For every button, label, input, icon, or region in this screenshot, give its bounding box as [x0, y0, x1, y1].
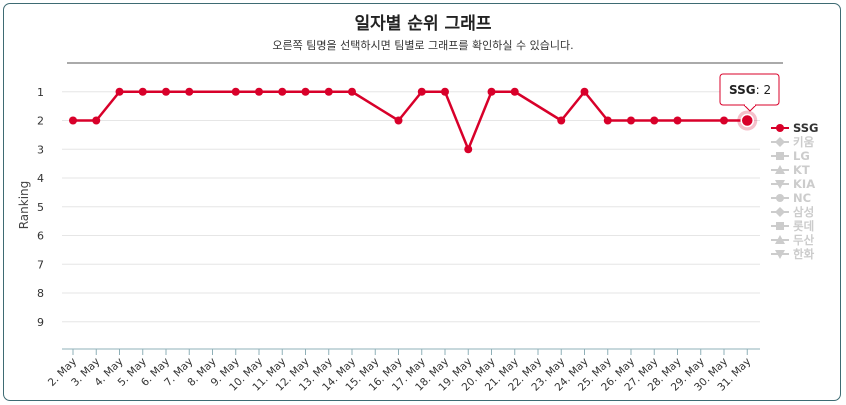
svg-text:SSG: 2: SSG: 2 — [729, 83, 771, 97]
legend-label[interactable]: 롯데 — [793, 219, 814, 233]
y-axis: 1 2 3 4 5 6 7 8 9 — [37, 86, 44, 329]
legend-marker — [775, 207, 785, 217]
tooltip-series: SSG — [729, 83, 756, 97]
data-point[interactable] — [627, 116, 635, 125]
data-point[interactable] — [278, 87, 287, 96]
data-point[interactable] — [162, 87, 170, 96]
data-point[interactable] — [231, 87, 240, 96]
data-point[interactable] — [650, 116, 659, 125]
data-point[interactable] — [673, 116, 682, 125]
legend-label[interactable]: 두산 — [793, 233, 815, 247]
legend-item-한화[interactable]: 한화 — [771, 247, 815, 261]
legend-item-ssg[interactable]: SSG — [771, 121, 819, 135]
y-tick-label: 9 — [37, 316, 44, 329]
data-point[interactable] — [301, 87, 310, 96]
data-point[interactable] — [557, 116, 566, 125]
data-point[interactable] — [255, 87, 263, 96]
legend-marker — [776, 124, 784, 132]
legend-item-kt[interactable]: KT — [771, 163, 810, 177]
legend-marker — [776, 152, 784, 160]
legend-label[interactable]: 키움 — [793, 135, 815, 149]
tooltip: SSG: 2 — [719, 73, 780, 112]
y-axis-label: Ranking — [17, 181, 31, 230]
tooltip-value: 2 — [763, 83, 771, 97]
data-point[interactable] — [348, 87, 356, 96]
chart-subtitle: 오른쪽 팀명을 선택하시면 팀별로 그래프를 확인하실 수 있습니다. — [272, 39, 574, 52]
legend-label[interactable]: NC — [793, 191, 811, 205]
data-point[interactable] — [138, 87, 147, 96]
series-layer — [69, 87, 758, 154]
legend-item-kia[interactable]: KIA — [771, 177, 815, 191]
legend-marker — [775, 180, 785, 189]
y-tick-label: 7 — [37, 258, 44, 271]
data-point[interactable] — [740, 113, 754, 128]
legend-item-nc[interactable]: NC — [771, 191, 811, 205]
legend-item-키움[interactable]: 키움 — [771, 135, 815, 149]
legend-marker — [775, 250, 785, 259]
data-point[interactable] — [69, 116, 77, 125]
y-tick-label: 3 — [37, 143, 44, 156]
legend-label[interactable]: 한화 — [793, 247, 815, 261]
legend-marker — [776, 194, 784, 202]
legend-label[interactable]: SSG — [793, 121, 819, 135]
data-point[interactable] — [417, 87, 426, 96]
chart-frame — [3, 3, 841, 401]
y-tick-label: 1 — [37, 86, 44, 99]
legend-label[interactable]: 삼성 — [793, 205, 814, 219]
y-tick-label: 8 — [37, 287, 44, 300]
data-point[interactable] — [487, 87, 496, 96]
data-point[interactable] — [720, 116, 728, 125]
chart-title: 일자별 순위 그래프 — [354, 14, 492, 34]
legend-item-두산[interactable]: 두산 — [771, 233, 815, 247]
legend-marker — [775, 165, 785, 174]
legend-item-삼성[interactable]: 삼성 — [771, 205, 814, 219]
grid — [62, 91, 760, 323]
data-point[interactable] — [324, 87, 333, 96]
data-point[interactable] — [185, 87, 194, 96]
data-point[interactable] — [92, 116, 101, 125]
legend-label[interactable]: LG — [793, 149, 810, 163]
legend-marker — [775, 137, 785, 147]
legend-item-롯데[interactable]: 롯데 — [771, 219, 814, 233]
y-tick-label: 2 — [37, 115, 44, 128]
data-point[interactable] — [115, 87, 124, 96]
data-point[interactable] — [464, 145, 473, 154]
y-tick-label: 6 — [37, 230, 44, 243]
data-point[interactable] — [603, 116, 612, 125]
legend-item-lg[interactable]: LG — [771, 149, 810, 163]
y-tick-label: 4 — [37, 172, 44, 185]
legend-marker — [775, 235, 785, 244]
legend-marker — [776, 222, 784, 230]
data-point[interactable] — [580, 87, 589, 96]
y-tick-label: 5 — [37, 201, 44, 214]
data-point[interactable] — [441, 87, 449, 96]
data-point[interactable] — [510, 87, 519, 96]
data-point[interactable] — [394, 116, 403, 125]
legend-label[interactable]: KIA — [793, 177, 815, 191]
legend-label[interactable]: KT — [793, 163, 810, 177]
